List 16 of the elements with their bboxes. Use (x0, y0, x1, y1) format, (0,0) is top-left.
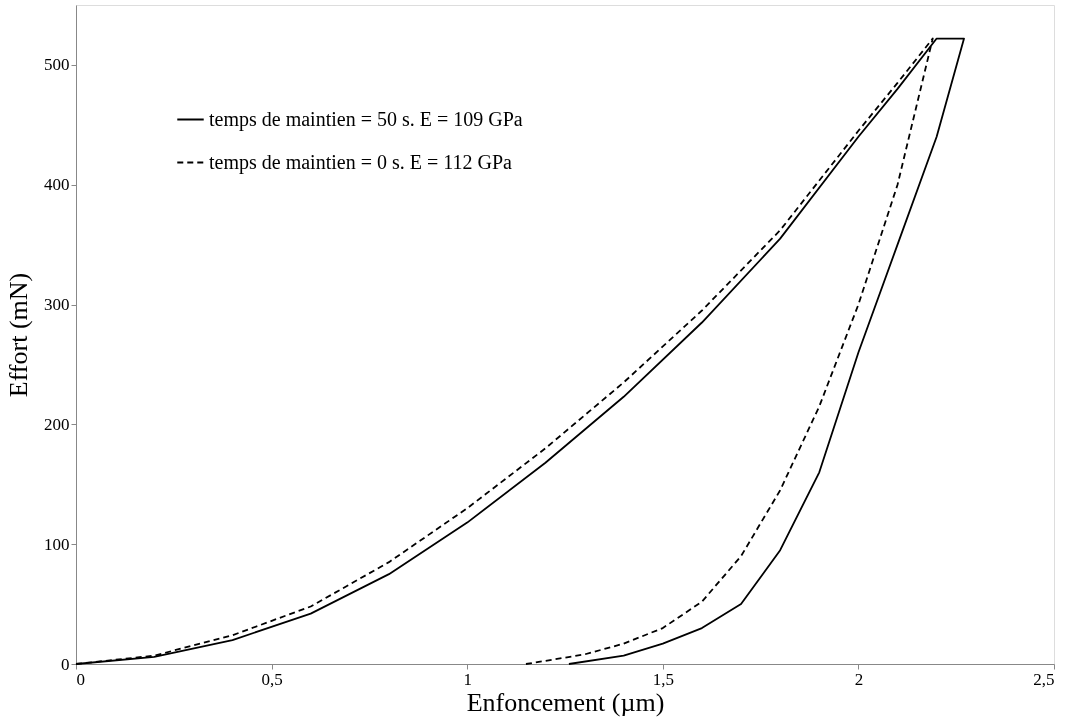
x-tick-label: 0,5 (261, 669, 283, 689)
x-tick-label: 2,5 (1033, 669, 1055, 689)
y-tick-label: 200 (44, 414, 70, 434)
y-tick-label: 100 (44, 534, 70, 554)
x-tick-label: 2 (854, 669, 864, 689)
y-tick-label: 500 (44, 55, 70, 75)
legend-label: temps de maintien = 0 s. E = 112 GPa (209, 150, 513, 174)
y-tick-label: 0 (61, 654, 70, 674)
y-tick-label: 400 (44, 175, 70, 195)
y-axis-title: Effort (mN) (4, 272, 33, 398)
legend-label: temps de maintien = 50 s. E = 109 GPa (209, 107, 523, 131)
x-tick-label: 1,5 (652, 669, 674, 689)
x-axis-title: Enfoncement (µm) (466, 687, 665, 717)
x-tick-label: 1 (463, 669, 472, 689)
x-tick-label: 0 (76, 669, 85, 689)
y-tick-label: 300 (44, 295, 70, 315)
